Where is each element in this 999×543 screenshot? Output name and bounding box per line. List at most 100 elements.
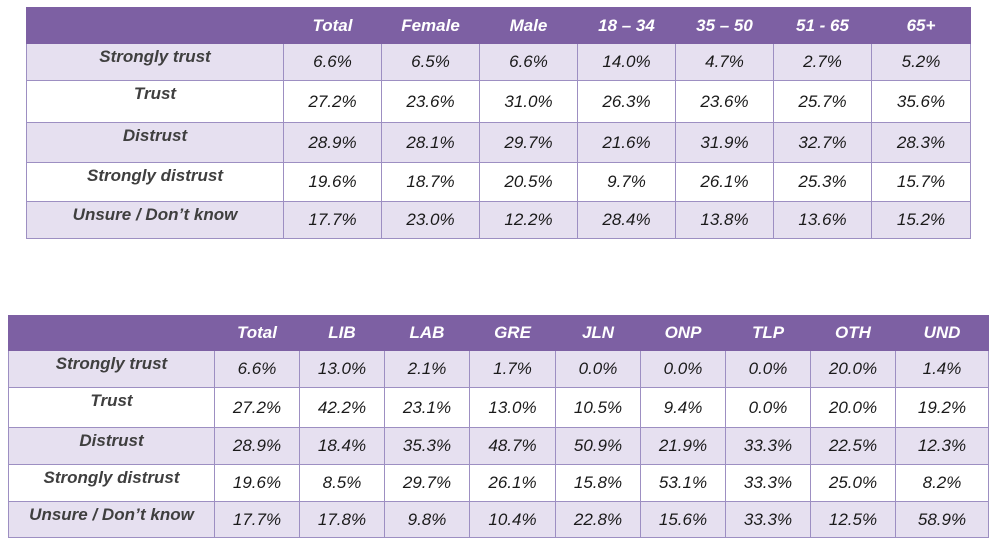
table-cell: 9.7% — [577, 162, 676, 202]
table-cell: 10.4% — [469, 501, 556, 538]
table-cell: 18.4% — [299, 427, 385, 465]
table-row: Unsure / Don’t know 17.7% 23.0% 12.2% 28… — [26, 201, 971, 239]
table-cell: 28.9% — [283, 122, 382, 163]
table-cell: 28.9% — [214, 427, 300, 465]
table-cell: 20.0% — [810, 350, 896, 388]
row-label: Strongly trust — [26, 43, 284, 81]
table-cell: 23.6% — [675, 80, 774, 123]
row-label: Distrust — [26, 122, 284, 163]
table-cell: 50.9% — [555, 427, 641, 465]
table-cell: 31.0% — [479, 80, 578, 123]
table-cell: 8.2% — [895, 464, 989, 502]
party-trust-table: Total LIB LAB GRE JLN ONP TLP OTH UND St… — [8, 315, 989, 538]
table-cell: 19.6% — [214, 464, 300, 502]
table-cell: 17.7% — [283, 201, 382, 239]
table-cell: 6.6% — [479, 43, 578, 81]
table-cell: 13.6% — [773, 201, 872, 239]
table-cell: 29.7% — [384, 464, 470, 502]
table-row: Trust 27.2% 23.6% 31.0% 26.3% 23.6% 25.7… — [26, 80, 971, 123]
table-cell: 33.3% — [725, 464, 811, 502]
table-cell: 58.9% — [895, 501, 989, 538]
table-row: Unsure / Don’t know 17.7% 17.8% 9.8% 10.… — [8, 501, 989, 538]
table-cell: 15.6% — [640, 501, 726, 538]
table-cell: 32.7% — [773, 122, 872, 163]
header-cell-18-34: 18 – 34 — [577, 7, 676, 44]
table-cell: 6.5% — [381, 43, 480, 81]
table-cell: 13.0% — [299, 350, 385, 388]
table-cell: 12.3% — [895, 427, 989, 465]
table-cell: 6.6% — [283, 43, 382, 81]
table-cell: 12.2% — [479, 201, 578, 239]
age-gender-trust-table: Total Female Male 18 – 34 35 – 50 51 - 6… — [26, 7, 971, 239]
header-cell-oth: OTH — [810, 315, 896, 351]
table-cell: 0.0% — [555, 350, 641, 388]
table-row: Strongly trust 6.6% 13.0% 2.1% 1.7% 0.0%… — [8, 350, 989, 388]
table-row: Distrust 28.9% 18.4% 35.3% 48.7% 50.9% 2… — [8, 427, 989, 465]
header-cell-male: Male — [479, 7, 578, 44]
table-cell: 18.7% — [381, 162, 480, 202]
table-cell: 15.7% — [871, 162, 971, 202]
header-cell-total: Total — [283, 7, 382, 44]
table-cell: 13.0% — [469, 387, 556, 428]
table-row: Strongly distrust 19.6% 18.7% 20.5% 9.7%… — [26, 162, 971, 202]
header-cell-lab: LAB — [384, 315, 470, 351]
table-cell: 0.0% — [640, 350, 726, 388]
table-row: Distrust 28.9% 28.1% 29.7% 21.6% 31.9% 3… — [26, 122, 971, 163]
header-cell-onp: ONP — [640, 315, 726, 351]
table-cell: 21.9% — [640, 427, 726, 465]
header-cell-empty — [26, 7, 284, 44]
table-cell: 22.8% — [555, 501, 641, 538]
header-cell-lib: LIB — [299, 315, 385, 351]
header-cell-total: Total — [214, 315, 300, 351]
table-cell: 27.2% — [283, 80, 382, 123]
table-cell: 35.3% — [384, 427, 470, 465]
row-label: Unsure / Don’t know — [8, 501, 215, 538]
header-cell-65-plus: 65+ — [871, 7, 971, 44]
table-row: Strongly distrust 19.6% 8.5% 29.7% 26.1%… — [8, 464, 989, 502]
table-cell: 53.1% — [640, 464, 726, 502]
table-cell: 15.8% — [555, 464, 641, 502]
table-cell: 4.7% — [675, 43, 774, 81]
table-cell: 8.5% — [299, 464, 385, 502]
table-cell: 25.0% — [810, 464, 896, 502]
table-cell: 0.0% — [725, 387, 811, 428]
table-cell: 29.7% — [479, 122, 578, 163]
table-cell: 33.3% — [725, 501, 811, 538]
table-cell: 10.5% — [555, 387, 641, 428]
table-cell: 5.2% — [871, 43, 971, 81]
table-row: Strongly trust 6.6% 6.5% 6.6% 14.0% 4.7%… — [26, 43, 971, 81]
table-cell: 42.2% — [299, 387, 385, 428]
table-cell: 27.2% — [214, 387, 300, 428]
table-cell: 28.1% — [381, 122, 480, 163]
table-cell: 26.1% — [469, 464, 556, 502]
table-cell: 6.6% — [214, 350, 300, 388]
table-cell: 21.6% — [577, 122, 676, 163]
table-cell: 1.4% — [895, 350, 989, 388]
header-cell-51-65: 51 - 65 — [773, 7, 872, 44]
table-cell: 19.6% — [283, 162, 382, 202]
table-cell: 33.3% — [725, 427, 811, 465]
table-cell: 1.7% — [469, 350, 556, 388]
table-cell: 9.4% — [640, 387, 726, 428]
header-cell-tlp: TLP — [725, 315, 811, 351]
row-label: Trust — [8, 387, 215, 428]
table-cell: 48.7% — [469, 427, 556, 465]
table-cell: 2.7% — [773, 43, 872, 81]
header-cell-35-50: 35 – 50 — [675, 7, 774, 44]
table-cell: 23.0% — [381, 201, 480, 239]
table-cell: 17.7% — [214, 501, 300, 538]
table-cell: 20.0% — [810, 387, 896, 428]
table-cell: 25.3% — [773, 162, 872, 202]
table-cell: 31.9% — [675, 122, 774, 163]
table-cell: 23.6% — [381, 80, 480, 123]
header-cell-gre: GRE — [469, 315, 556, 351]
table-cell: 23.1% — [384, 387, 470, 428]
table-cell: 14.0% — [577, 43, 676, 81]
row-label: Strongly distrust — [26, 162, 284, 202]
table-cell: 19.2% — [895, 387, 989, 428]
header-row: Total LIB LAB GRE JLN ONP TLP OTH UND — [8, 315, 989, 351]
table-cell: 9.8% — [384, 501, 470, 538]
table-cell: 17.8% — [299, 501, 385, 538]
header-row: Total Female Male 18 – 34 35 – 50 51 - 6… — [26, 7, 971, 44]
header-cell-und: UND — [895, 315, 989, 351]
